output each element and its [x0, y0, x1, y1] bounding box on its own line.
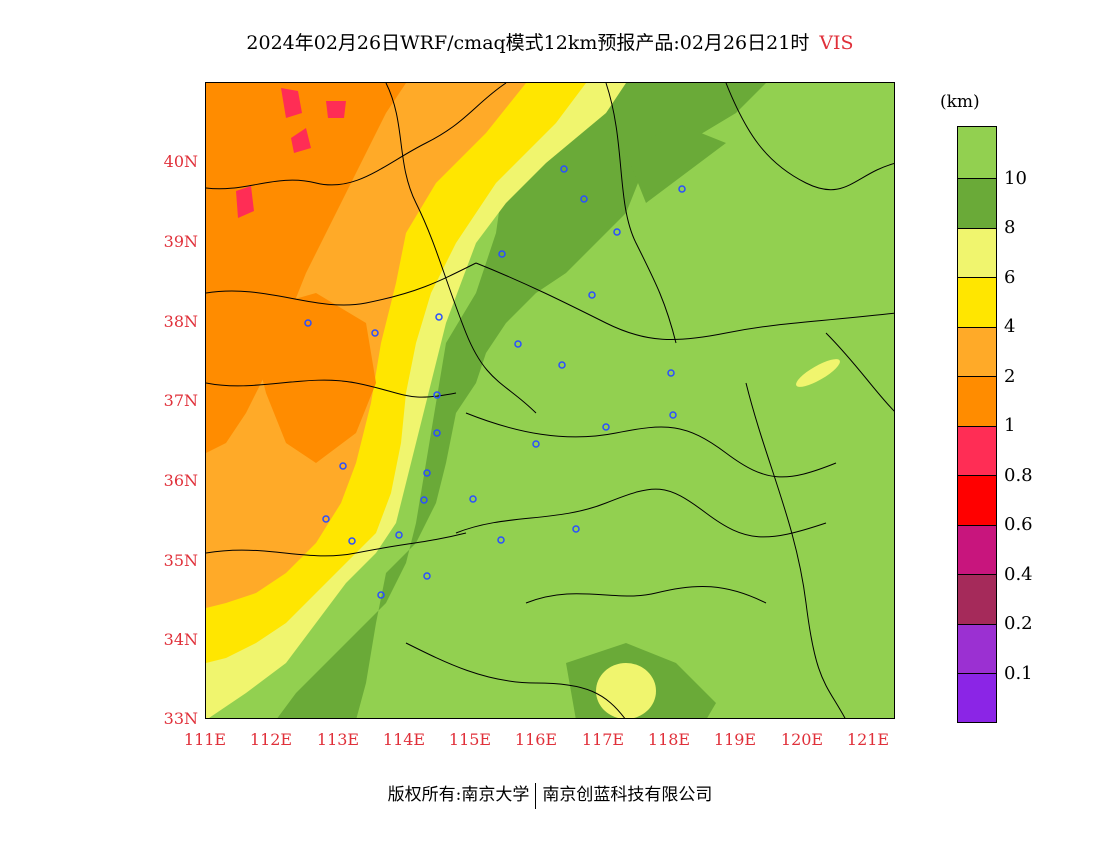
city-marker	[433, 429, 441, 437]
city-marker	[514, 340, 522, 348]
lat-tick: 37N	[163, 391, 198, 410]
city-marker	[348, 537, 356, 545]
legend-label: 8	[1004, 217, 1016, 238]
footer-company: 南京创蓝科技有限公司	[542, 785, 713, 805]
city-marker	[469, 495, 477, 503]
city-marker	[572, 525, 580, 533]
legend-label: 0.2	[1004, 613, 1033, 634]
city-marker	[602, 423, 610, 431]
vis-region-08-1	[236, 88, 346, 218]
vis-region-8-10-east	[626, 123, 726, 203]
city-marker	[304, 319, 312, 327]
title-main: 2024年02月26日WRF/cmaq模式12km预报产品:02月26日21时	[246, 32, 810, 54]
lon-tick: 115E	[448, 730, 492, 749]
legend-swatch	[958, 377, 996, 427]
lat-tick: 33N	[163, 709, 198, 728]
city-marker	[423, 572, 431, 580]
lon-tick: 114E	[382, 730, 426, 749]
legend-label: 2	[1004, 366, 1016, 387]
city-marker	[667, 369, 675, 377]
footer-separator	[535, 782, 537, 809]
legend-label: 0.4	[1004, 564, 1033, 585]
vis-region-6-8-south	[596, 663, 656, 718]
legend-label: 6	[1004, 267, 1016, 288]
lat-tick: 40N	[163, 152, 198, 171]
city-marker	[497, 536, 505, 544]
legend-label: 4	[1004, 316, 1016, 337]
city-marker	[395, 531, 403, 539]
city-marker	[532, 440, 540, 448]
vis-region-8-10	[277, 83, 766, 718]
lat-tick: 36N	[163, 471, 198, 490]
legend-swatch	[958, 127, 996, 179]
legend-unit: (km)	[940, 92, 980, 112]
map-panel	[205, 82, 895, 719]
legend-swatch	[958, 179, 996, 229]
legend-swatch	[958, 674, 996, 722]
lon-tick: 118E	[647, 730, 691, 749]
lon-tick: 112E	[249, 730, 293, 749]
city-marker	[371, 329, 379, 337]
legend-swatch	[958, 328, 996, 377]
city-marker	[322, 515, 330, 523]
visibility-map	[206, 83, 894, 718]
lon-tick: 121E	[846, 730, 890, 749]
legend-swatch	[958, 229, 996, 278]
vis-region-6-8-coast	[796, 359, 840, 387]
lon-tick: 111E	[183, 730, 227, 749]
vis-region-1-2	[206, 83, 406, 453]
lat-tick: 34N	[163, 630, 198, 649]
city-marker	[588, 291, 596, 299]
boundary-lines	[206, 83, 894, 718]
footer: 版权所有:南京大学 南京创蓝科技有限公司	[0, 780, 1100, 809]
city-marker	[433, 391, 441, 399]
legend-swatch	[958, 427, 996, 476]
vis-region-1-2-core	[246, 293, 376, 463]
footer-copyright: 版权所有:南京大学	[387, 785, 530, 805]
city-marker	[560, 165, 568, 173]
city-marker	[678, 185, 686, 193]
city-marker	[377, 591, 385, 599]
lon-tick: 116E	[514, 730, 558, 749]
legend-label: 1	[1004, 415, 1016, 436]
city-marker	[420, 496, 428, 504]
city-marker	[339, 462, 347, 470]
city-markers	[304, 165, 686, 599]
city-marker	[435, 313, 443, 321]
legend-label: 10	[1004, 168, 1027, 189]
legend-swatch	[958, 526, 996, 575]
legend-label: 0.8	[1004, 465, 1033, 486]
legend-swatch	[958, 476, 996, 526]
lat-tick: 35N	[163, 551, 198, 570]
lon-tick: 113E	[316, 730, 360, 749]
city-marker	[613, 228, 621, 236]
legend-swatch	[958, 625, 996, 674]
legend-label: 0.1	[1004, 663, 1033, 684]
color-legend	[957, 126, 997, 723]
chart-title: 2024年02月26日WRF/cmaq模式12km预报产品:02月26日21时 V…	[0, 28, 1100, 55]
city-marker	[580, 195, 588, 203]
lon-tick: 119E	[713, 730, 757, 749]
lon-tick: 117E	[581, 730, 625, 749]
city-marker	[423, 469, 431, 477]
legend-label: 0.6	[1004, 514, 1033, 535]
city-marker	[669, 411, 677, 419]
legend-swatch	[958, 575, 996, 625]
lat-tick: 38N	[163, 312, 198, 331]
lon-tick: 120E	[780, 730, 824, 749]
lat-tick: 39N	[163, 232, 198, 251]
title-variable: VIS	[819, 32, 854, 54]
legend-swatch	[958, 278, 996, 328]
city-marker	[558, 361, 566, 369]
city-marker	[498, 250, 506, 258]
